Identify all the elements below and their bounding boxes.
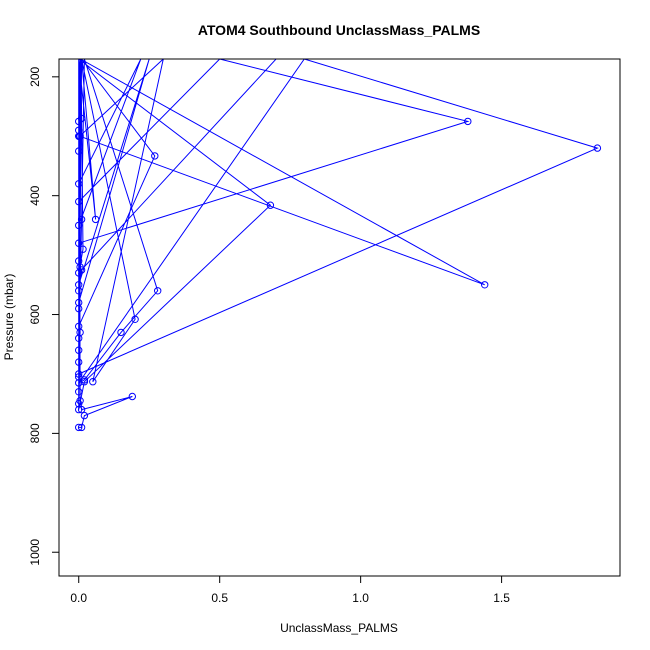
data-point [75, 180, 83, 188]
data-point [75, 370, 83, 378]
series-line [77, 59, 599, 428]
x-tick-label: 0.5 [211, 591, 228, 605]
data-point [117, 328, 125, 337]
x-axis-label: UnclassMass_PALMS [280, 621, 398, 635]
data-point [593, 144, 602, 152]
data-point [266, 201, 275, 209]
data-point [75, 346, 83, 354]
data-point [77, 423, 86, 432]
data-point [75, 405, 83, 414]
data-point [75, 400, 83, 408]
data-point [75, 298, 83, 307]
data-point [80, 376, 89, 384]
data-point [77, 114, 86, 123]
y-tick-label: 800 [28, 423, 42, 443]
data-point [481, 281, 489, 289]
y-tick-label: 600 [28, 304, 42, 324]
data-point [76, 328, 84, 337]
data-point [75, 358, 83, 366]
data-point [75, 388, 83, 396]
data-point [75, 197, 83, 206]
data-point [91, 215, 100, 224]
y-axis: 200 400 600 800 1000 [28, 66, 60, 566]
y-tick-label: 400 [28, 185, 42, 205]
x-tick-label: 1.5 [493, 591, 510, 605]
data-point [80, 411, 89, 420]
data-point [89, 378, 97, 386]
data-point [77, 215, 86, 224]
y-tick-label: 200 [28, 66, 42, 86]
data-point [75, 281, 83, 289]
data-point [75, 126, 83, 135]
data-point [128, 392, 137, 401]
data-point [77, 405, 86, 414]
data-point [75, 239, 83, 247]
x-axis: 0.0 0.5 1.0 1.5 [70, 575, 510, 605]
data-point [75, 257, 83, 265]
data-point [75, 147, 83, 155]
data-point [75, 221, 83, 230]
data-point [154, 287, 162, 295]
y-tick-label: 1000 [28, 539, 42, 566]
data-point [75, 379, 83, 387]
data-point [79, 245, 87, 253]
data-point [464, 117, 472, 126]
x-tick-label: 0.0 [70, 591, 87, 605]
data-point [131, 315, 139, 323]
data-point [75, 423, 83, 432]
y-axis-label: Pressure (mbar) [2, 274, 16, 361]
chart-title: ATOM4 Southbound UnclassMass_PALMS [198, 22, 480, 38]
x-tick-label: 1.0 [352, 591, 369, 605]
data-point [151, 152, 159, 160]
